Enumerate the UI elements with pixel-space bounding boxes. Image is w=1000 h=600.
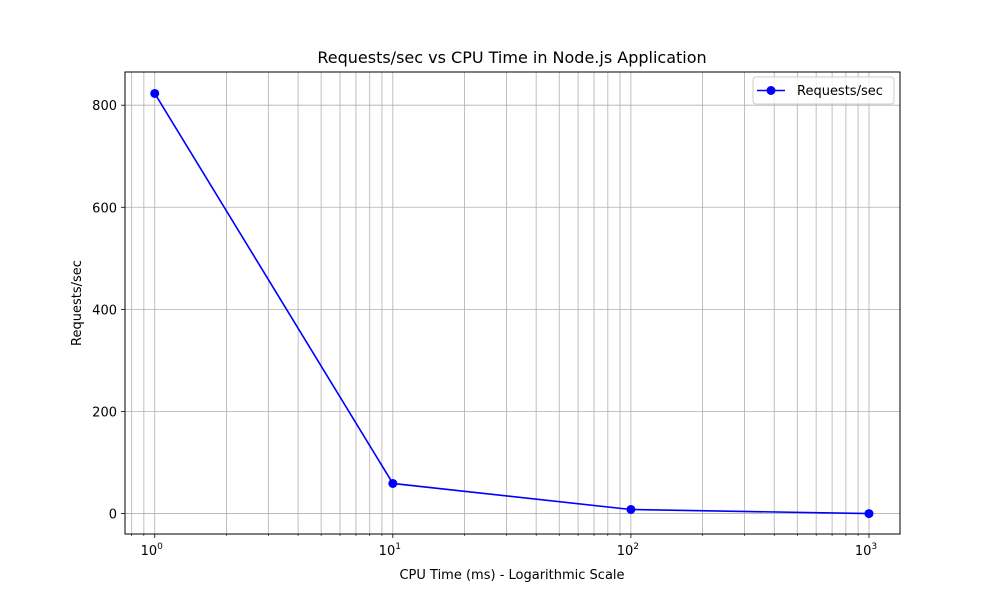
legend-marker: [766, 86, 776, 95]
y-axis-label: Requests/sec: [70, 260, 85, 346]
y-axis: 0 200 400 600 800: [92, 99, 125, 523]
legend: Requests/sec: [752, 76, 895, 105]
y-tick-label: 600: [92, 201, 117, 216]
legend-label: Requests/sec: [797, 84, 883, 99]
data-point: [150, 88, 160, 98]
x-tick-label: 103: [855, 542, 877, 559]
y-tick-label: 200: [92, 405, 117, 420]
data-point: [864, 509, 874, 519]
x-axis-label: CPU Time (ms) - Logarithmic Scale: [399, 568, 624, 583]
data-point: [388, 478, 398, 488]
y-tick-label: 400: [92, 303, 117, 318]
y-tick-label: 0: [109, 508, 117, 523]
chart-title: Requests/sec vs CPU Time in Node.js Appl…: [317, 48, 706, 67]
series-line: [154, 93, 869, 515]
y-tick-label: 800: [92, 99, 117, 114]
legend-box: [752, 76, 895, 105]
plot-area: [150, 88, 874, 519]
grid: [125, 72, 900, 534]
x-tick-label: 100: [141, 542, 164, 559]
axes-frame: [124, 71, 901, 535]
x-axis: 100 101 102 103: [131, 534, 877, 559]
x-tick-label: 101: [379, 542, 401, 559]
data-point: [626, 504, 636, 514]
x-tick-label: 102: [617, 542, 639, 559]
